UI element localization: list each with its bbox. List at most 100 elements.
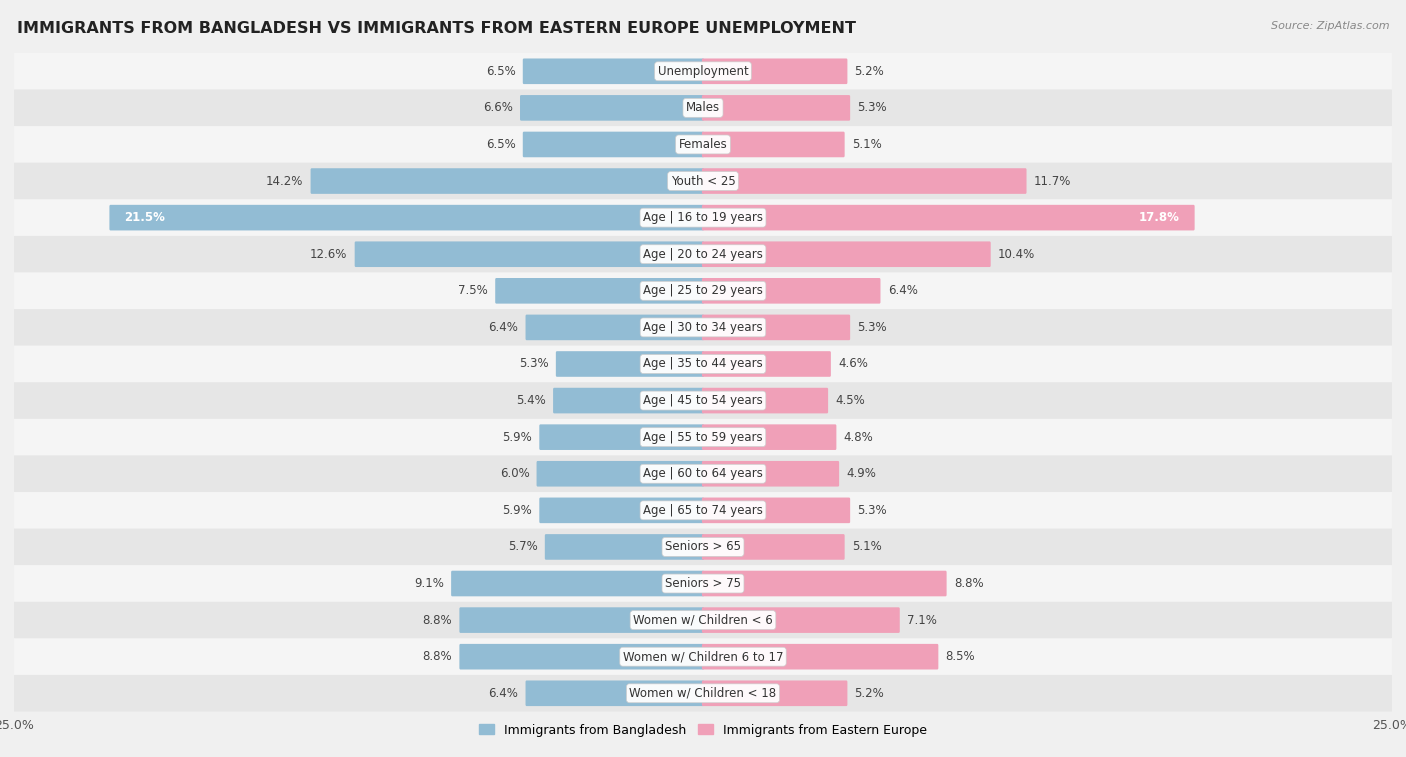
FancyBboxPatch shape bbox=[702, 205, 1195, 230]
FancyBboxPatch shape bbox=[14, 309, 1392, 346]
FancyBboxPatch shape bbox=[14, 273, 1392, 309]
Text: Age | 60 to 64 years: Age | 60 to 64 years bbox=[643, 467, 763, 480]
FancyBboxPatch shape bbox=[702, 497, 851, 523]
Text: 5.4%: 5.4% bbox=[516, 394, 546, 407]
Text: 8.8%: 8.8% bbox=[423, 614, 453, 627]
FancyBboxPatch shape bbox=[702, 241, 991, 267]
Text: IMMIGRANTS FROM BANGLADESH VS IMMIGRANTS FROM EASTERN EUROPE UNEMPLOYMENT: IMMIGRANTS FROM BANGLADESH VS IMMIGRANTS… bbox=[17, 21, 856, 36]
Text: 5.9%: 5.9% bbox=[502, 431, 531, 444]
Text: 6.4%: 6.4% bbox=[887, 285, 918, 298]
Text: 6.6%: 6.6% bbox=[484, 101, 513, 114]
FancyBboxPatch shape bbox=[540, 425, 704, 450]
FancyBboxPatch shape bbox=[354, 241, 704, 267]
FancyBboxPatch shape bbox=[702, 351, 831, 377]
Text: Women w/ Children < 18: Women w/ Children < 18 bbox=[630, 687, 776, 699]
FancyBboxPatch shape bbox=[520, 95, 704, 120]
FancyBboxPatch shape bbox=[14, 163, 1392, 199]
Text: 9.1%: 9.1% bbox=[415, 577, 444, 590]
Text: Age | 65 to 74 years: Age | 65 to 74 years bbox=[643, 504, 763, 517]
FancyBboxPatch shape bbox=[526, 315, 704, 340]
FancyBboxPatch shape bbox=[14, 492, 1392, 528]
Text: Unemployment: Unemployment bbox=[658, 65, 748, 78]
FancyBboxPatch shape bbox=[702, 315, 851, 340]
Text: 6.5%: 6.5% bbox=[486, 65, 516, 78]
FancyBboxPatch shape bbox=[702, 425, 837, 450]
Text: 5.3%: 5.3% bbox=[858, 504, 887, 517]
FancyBboxPatch shape bbox=[14, 638, 1392, 675]
Text: Age | 16 to 19 years: Age | 16 to 19 years bbox=[643, 211, 763, 224]
FancyBboxPatch shape bbox=[311, 168, 704, 194]
FancyBboxPatch shape bbox=[523, 132, 704, 157]
FancyBboxPatch shape bbox=[537, 461, 704, 487]
FancyBboxPatch shape bbox=[526, 681, 704, 706]
Text: 21.5%: 21.5% bbox=[124, 211, 165, 224]
Text: Women w/ Children < 6: Women w/ Children < 6 bbox=[633, 614, 773, 627]
Text: Age | 20 to 24 years: Age | 20 to 24 years bbox=[643, 248, 763, 260]
Text: 5.2%: 5.2% bbox=[855, 65, 884, 78]
FancyBboxPatch shape bbox=[702, 58, 848, 84]
FancyBboxPatch shape bbox=[702, 95, 851, 120]
Text: Women w/ Children 6 to 17: Women w/ Children 6 to 17 bbox=[623, 650, 783, 663]
FancyBboxPatch shape bbox=[495, 278, 704, 304]
FancyBboxPatch shape bbox=[14, 456, 1392, 492]
FancyBboxPatch shape bbox=[14, 382, 1392, 419]
Legend: Immigrants from Bangladesh, Immigrants from Eastern Europe: Immigrants from Bangladesh, Immigrants f… bbox=[474, 718, 932, 742]
Text: 5.1%: 5.1% bbox=[852, 540, 882, 553]
FancyBboxPatch shape bbox=[460, 607, 704, 633]
Text: 6.5%: 6.5% bbox=[486, 138, 516, 151]
Text: 4.9%: 4.9% bbox=[846, 467, 876, 480]
Text: 17.8%: 17.8% bbox=[1139, 211, 1180, 224]
FancyBboxPatch shape bbox=[14, 53, 1392, 89]
Text: Females: Females bbox=[679, 138, 727, 151]
Text: Age | 55 to 59 years: Age | 55 to 59 years bbox=[643, 431, 763, 444]
Text: 10.4%: 10.4% bbox=[998, 248, 1035, 260]
Text: Age | 45 to 54 years: Age | 45 to 54 years bbox=[643, 394, 763, 407]
Text: Seniors > 65: Seniors > 65 bbox=[665, 540, 741, 553]
Text: 5.7%: 5.7% bbox=[508, 540, 537, 553]
Text: 6.4%: 6.4% bbox=[488, 321, 519, 334]
Text: 5.3%: 5.3% bbox=[519, 357, 548, 370]
Text: 6.4%: 6.4% bbox=[488, 687, 519, 699]
FancyBboxPatch shape bbox=[702, 388, 828, 413]
FancyBboxPatch shape bbox=[14, 565, 1392, 602]
Text: Source: ZipAtlas.com: Source: ZipAtlas.com bbox=[1271, 21, 1389, 31]
FancyBboxPatch shape bbox=[110, 205, 704, 230]
FancyBboxPatch shape bbox=[523, 58, 704, 84]
FancyBboxPatch shape bbox=[553, 388, 704, 413]
Text: 8.8%: 8.8% bbox=[423, 650, 453, 663]
FancyBboxPatch shape bbox=[702, 461, 839, 487]
Text: 5.9%: 5.9% bbox=[502, 504, 531, 517]
Text: 5.1%: 5.1% bbox=[852, 138, 882, 151]
Text: 4.8%: 4.8% bbox=[844, 431, 873, 444]
FancyBboxPatch shape bbox=[702, 534, 845, 559]
FancyBboxPatch shape bbox=[702, 607, 900, 633]
FancyBboxPatch shape bbox=[14, 675, 1392, 712]
FancyBboxPatch shape bbox=[451, 571, 704, 597]
FancyBboxPatch shape bbox=[14, 528, 1392, 565]
Text: Seniors > 75: Seniors > 75 bbox=[665, 577, 741, 590]
Text: 6.0%: 6.0% bbox=[499, 467, 530, 480]
FancyBboxPatch shape bbox=[702, 168, 1026, 194]
FancyBboxPatch shape bbox=[702, 278, 880, 304]
Text: 14.2%: 14.2% bbox=[266, 175, 304, 188]
Text: 8.8%: 8.8% bbox=[953, 577, 983, 590]
FancyBboxPatch shape bbox=[14, 199, 1392, 236]
Text: Youth < 25: Youth < 25 bbox=[671, 175, 735, 188]
Text: Age | 30 to 34 years: Age | 30 to 34 years bbox=[643, 321, 763, 334]
FancyBboxPatch shape bbox=[14, 346, 1392, 382]
Text: Age | 35 to 44 years: Age | 35 to 44 years bbox=[643, 357, 763, 370]
Text: 5.2%: 5.2% bbox=[855, 687, 884, 699]
FancyBboxPatch shape bbox=[702, 132, 845, 157]
Text: Males: Males bbox=[686, 101, 720, 114]
Text: 4.6%: 4.6% bbox=[838, 357, 868, 370]
Text: 7.5%: 7.5% bbox=[458, 285, 488, 298]
FancyBboxPatch shape bbox=[702, 571, 946, 597]
Text: 7.1%: 7.1% bbox=[907, 614, 936, 627]
FancyBboxPatch shape bbox=[460, 644, 704, 669]
FancyBboxPatch shape bbox=[555, 351, 704, 377]
Text: 8.5%: 8.5% bbox=[945, 650, 976, 663]
Text: 11.7%: 11.7% bbox=[1033, 175, 1071, 188]
FancyBboxPatch shape bbox=[540, 497, 704, 523]
Text: 4.5%: 4.5% bbox=[835, 394, 865, 407]
FancyBboxPatch shape bbox=[702, 644, 938, 669]
